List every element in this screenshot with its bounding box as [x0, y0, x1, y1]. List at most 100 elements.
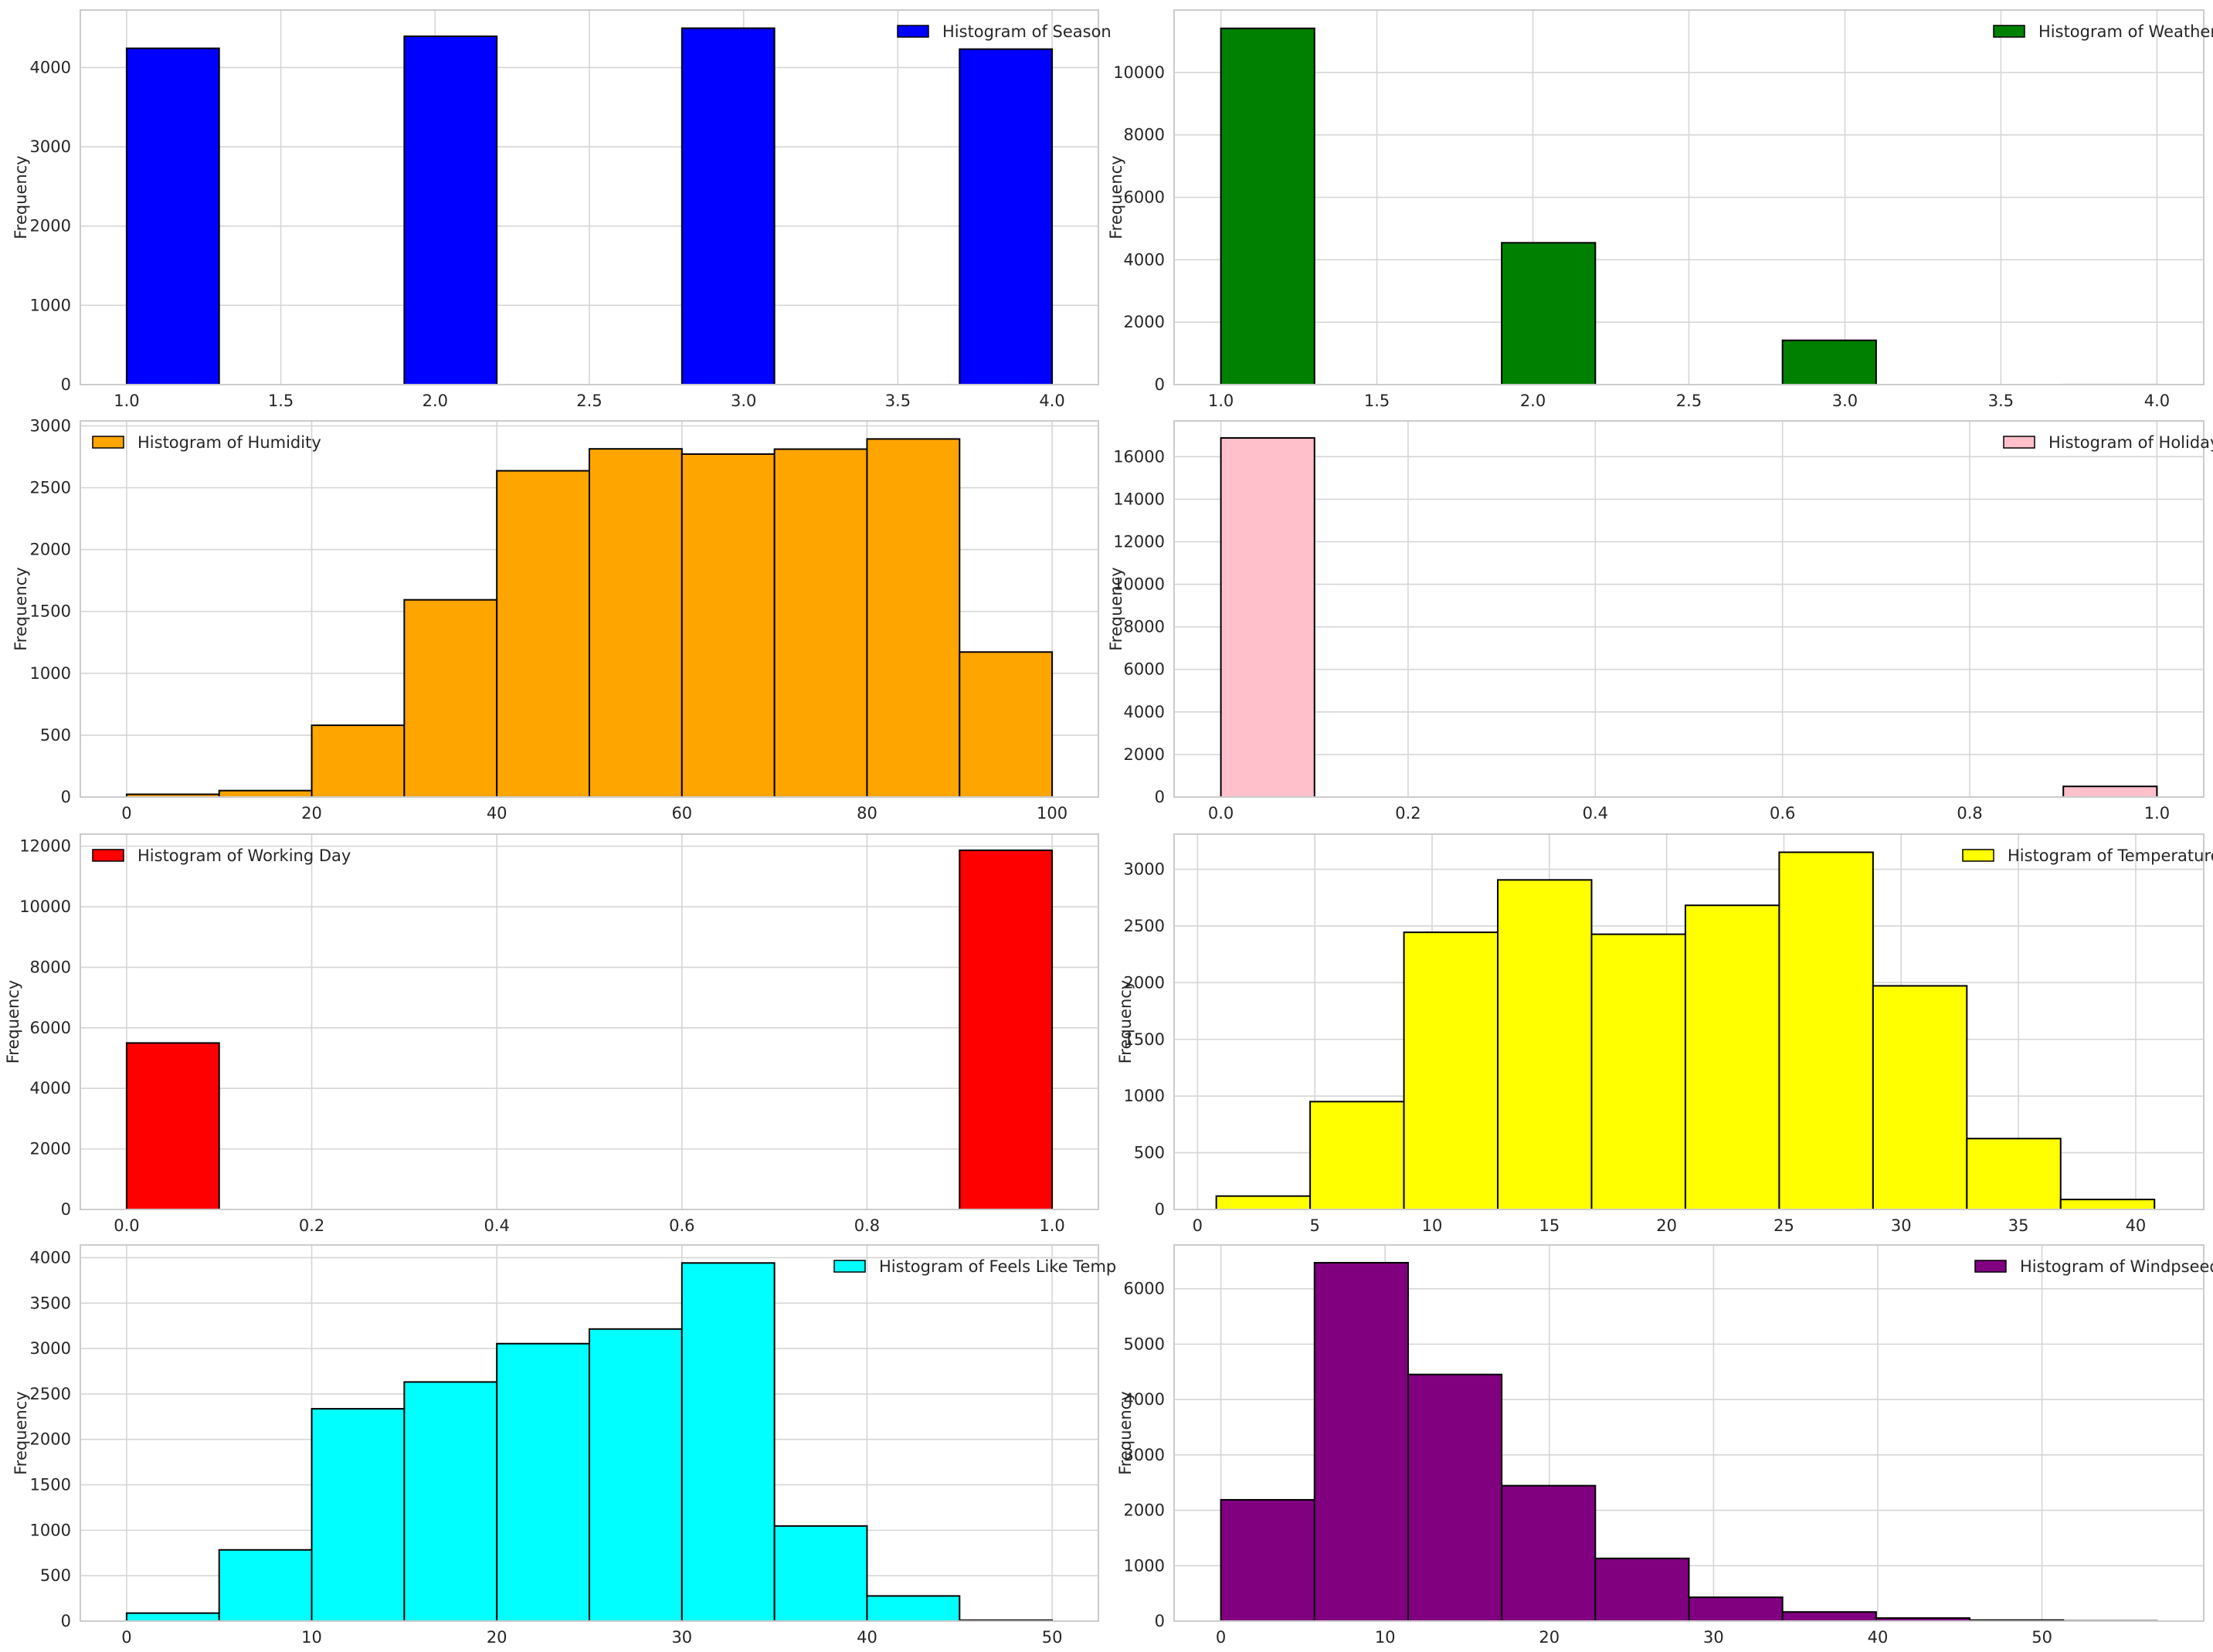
- y-tick-label: 4000: [30, 1248, 71, 1267]
- x-tick-label: 0: [121, 804, 131, 823]
- axes-frame: [1173, 833, 2205, 1210]
- x-tick-label: 2.0: [1520, 392, 1546, 410]
- y-tick-label: 0: [61, 1200, 71, 1219]
- y-tick-label: 0: [61, 1612, 71, 1630]
- y-tick-label: 4000: [1124, 1390, 1165, 1409]
- histogram-bar: [1497, 879, 1593, 1211]
- legend: Histogram of Windpseed: [1974, 1257, 2213, 1276]
- y-tick-label: 5000: [1124, 1335, 1165, 1353]
- axes-frame: [1173, 9, 2205, 385]
- x-tick-label: 4.0: [2144, 392, 2170, 410]
- histogram-bar: [959, 48, 1054, 385]
- histogram-bar: [1407, 1373, 1503, 1623]
- x-tick-label: 1.5: [1364, 392, 1390, 410]
- x-tick-label: 30: [671, 1628, 692, 1647]
- y-tick-label: 2000: [30, 541, 71, 559]
- x-tick-label: 50: [1042, 1628, 1063, 1647]
- histogram-bar: [1220, 437, 1315, 798]
- histogram-bar: [1781, 339, 1877, 385]
- histogram-bar: [2059, 1199, 2156, 1210]
- y-axis-label: Frequency: [12, 567, 30, 651]
- legend-label: Histogram of Working Day: [137, 846, 351, 865]
- histogram-bar: [496, 1342, 591, 1622]
- y-tick-label: 3000: [1124, 1446, 1165, 1464]
- histogram-bar: [496, 470, 591, 798]
- x-tick-label: 10: [301, 1628, 322, 1647]
- axes-frame: [1173, 420, 2205, 798]
- x-tick-label: 2.5: [1676, 392, 1702, 410]
- axes-frame: [80, 833, 1099, 1210]
- x-tick-label: 20: [301, 804, 322, 823]
- y-tick-label: 0: [1155, 1200, 1165, 1219]
- y-tick-label: 12000: [19, 837, 71, 856]
- x-tick-label: 0.0: [114, 1216, 139, 1235]
- y-tick-label: 10000: [1113, 575, 1165, 594]
- legend-label: Histogram of Holiday: [2048, 433, 2213, 452]
- x-tick-label: 0: [121, 1628, 131, 1647]
- histogram-bar: [1501, 1484, 1597, 1622]
- x-tick-label: 0.2: [299, 1216, 324, 1235]
- x-tick-label: 2.0: [423, 392, 448, 410]
- y-tick-label: 1500: [1124, 1030, 1165, 1049]
- y-tick-label: 6000: [30, 1019, 71, 1037]
- y-tick-label: 8000: [30, 958, 71, 976]
- y-tick-label: 2000: [1124, 1501, 1165, 1520]
- legend: Histogram of Humidity: [92, 433, 321, 452]
- legend-swatch: [897, 25, 929, 38]
- y-axis-label: Frequency: [4, 980, 22, 1064]
- histogram-bar: [311, 1408, 406, 1622]
- histogram-bar: [2062, 785, 2158, 798]
- x-tick-label: 40: [1868, 1628, 1889, 1647]
- y-tick-label: 0: [1155, 1612, 1165, 1630]
- y-tick-label: 10000: [19, 897, 71, 916]
- legend-swatch: [1962, 849, 1994, 862]
- y-axis-label: Frequency: [12, 1391, 30, 1475]
- x-tick-label: 0: [1193, 1216, 1203, 1235]
- legend-label: Histogram of Feels Like Temp: [879, 1257, 1116, 1276]
- x-tick-label: 0.6: [1770, 804, 1795, 823]
- y-tick-label: 12000: [1113, 532, 1165, 551]
- y-tick-label: 1000: [30, 296, 71, 314]
- y-tick-label: 4000: [1124, 703, 1165, 721]
- x-tick-label: 3.0: [1832, 392, 1858, 410]
- histogram-bar: [1781, 1611, 1877, 1623]
- y-tick-label: 2000: [1124, 313, 1165, 331]
- x-tick-label: 20: [1656, 1216, 1677, 1235]
- y-tick-label: 0: [61, 375, 71, 394]
- legend-label: Histogram of Humidity: [137, 433, 321, 452]
- y-tick-label: 0: [1155, 375, 1165, 394]
- histogram-bar: [311, 724, 406, 798]
- x-tick-label: 1.0: [1208, 392, 1234, 410]
- x-tick-label: 60: [671, 804, 692, 823]
- x-tick-label: 30: [1703, 1628, 1724, 1647]
- y-tick-label: 8000: [1124, 126, 1165, 144]
- y-tick-label: 10000: [1113, 63, 1165, 82]
- legend-label: Histogram of Temperature: [2008, 846, 2213, 865]
- histogram-bar: [218, 789, 313, 799]
- histogram-bar: [125, 1612, 220, 1622]
- histogram-bar: [1220, 1498, 1315, 1623]
- histogram-bar: [1872, 985, 1968, 1210]
- histogram-bar: [125, 47, 220, 385]
- x-tick-label: 30: [1891, 1216, 1912, 1235]
- y-tick-label: 2500: [1124, 917, 1165, 935]
- y-tick-label: 3000: [30, 1339, 71, 1358]
- x-tick-label: 1.0: [1039, 1216, 1064, 1235]
- x-tick-label: 40: [2126, 1216, 2147, 1235]
- axes-frame: [80, 1244, 1099, 1622]
- x-tick-label: 0.4: [1583, 804, 1608, 823]
- legend-swatch: [1993, 25, 2025, 38]
- y-tick-label: 2000: [1124, 745, 1165, 764]
- subplot-2: 1.0 1.5 2.0 2.5 3.0 3.5 4.0 0 2000 4000 6000 8000 10…: [1107, 9, 2213, 410]
- y-tick-label: 2000: [1124, 973, 1165, 992]
- x-tick-label: 0.2: [1395, 804, 1420, 823]
- y-tick-label: 4000: [30, 58, 71, 76]
- legend: Histogram of Holiday: [2003, 433, 2213, 452]
- x-tick-label: 10: [1422, 1216, 1443, 1235]
- histogram-bar: [1313, 1261, 1409, 1623]
- histogram-bar: [773, 1525, 868, 1622]
- y-tick-label: 16000: [1113, 447, 1165, 466]
- legend: Histogram of Temperature: [1962, 846, 2213, 865]
- legend-label: Histogram of Season: [942, 22, 1112, 41]
